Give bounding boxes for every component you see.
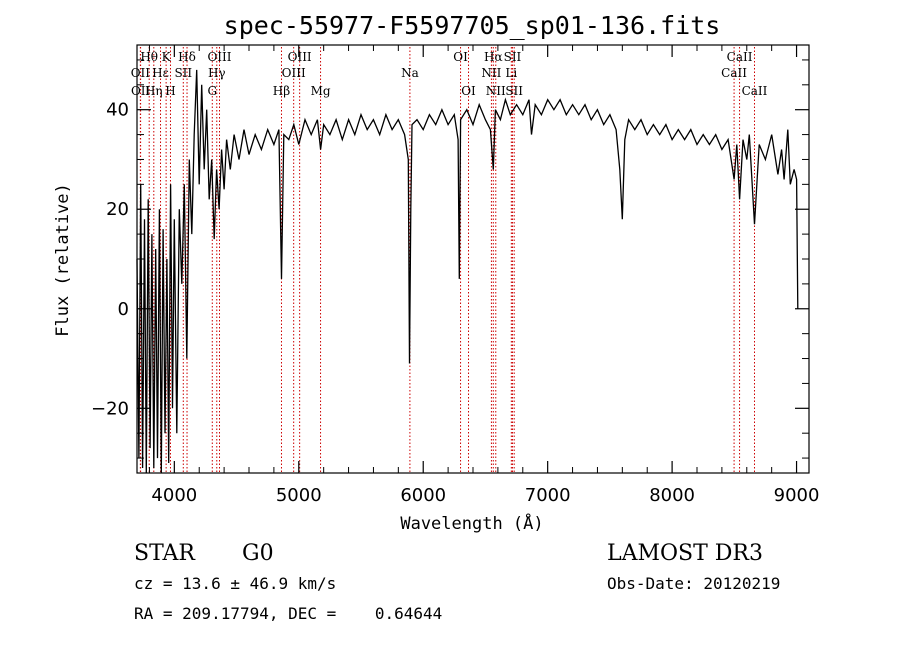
spectral-line-label: CaII	[721, 66, 747, 80]
y-tick-label: 40	[106, 100, 129, 121]
spectral-line-label: CaII	[727, 50, 753, 64]
spectral-line-label: Hθ	[140, 50, 158, 64]
spectral-line-label: G	[207, 84, 217, 98]
x-axis-label: Wavelength (Å)	[400, 512, 543, 534]
spectral-line-label: OI	[461, 84, 476, 98]
x-tick-label: 4000	[151, 485, 197, 506]
spectral-line-label: Hα	[484, 50, 503, 64]
object-class: STAR	[134, 541, 196, 566]
y-tick-label: 0	[118, 299, 129, 320]
spectral-line-label: OI	[453, 50, 468, 64]
y-axis-ticks: −20 0 20 40	[91, 59, 809, 459]
x-tick-label: 6000	[400, 485, 446, 506]
spectral-line-label: Hβ	[273, 84, 290, 98]
x-tick-label: 5000	[276, 485, 322, 506]
x-tick-label: 8000	[649, 485, 695, 506]
spectral-line-label: OIII	[207, 50, 231, 64]
spectral-line-label: CaII	[742, 84, 768, 98]
spectral-line-label: Hη	[145, 84, 163, 98]
spectral-line-label: OIII	[282, 66, 306, 80]
spectral-line-label: SII	[504, 50, 522, 64]
spectral-line-label: NII	[486, 84, 506, 98]
observation-date: Obs-Date: 20120219	[607, 574, 780, 593]
spectral-line-label: Hδ	[178, 50, 196, 64]
y-axis-label: Flux (relative)	[53, 183, 73, 337]
redshift-readout: cz = 13.6 ± 46.9 km/s	[134, 574, 336, 593]
coordinates-readout: RA = 209.17794, DEC = 0.64644	[134, 604, 442, 623]
x-axis-ticks: 4000 5000 6000 7000 8000 9000	[148, 45, 820, 506]
spectral-line-label: SII	[174, 66, 192, 80]
x-tick-label: 7000	[525, 485, 571, 506]
spectral-line-label: SII	[505, 84, 523, 98]
survey-name: LAMOST DR3	[607, 541, 763, 566]
spectral-line-label: Li	[505, 66, 517, 80]
spectral-line-label: Hγ	[208, 66, 226, 80]
spectral-line-label: Hε	[152, 66, 169, 80]
spectral-line-label: H	[165, 84, 175, 98]
spectral-line-markers	[139, 47, 755, 473]
x-tick-label: 9000	[774, 485, 820, 506]
y-tick-label: 20	[106, 199, 129, 220]
spectral-line-label: OII	[131, 66, 151, 80]
spectrum-series-line	[136, 69, 799, 474]
spectral-line-label: Na	[401, 66, 419, 80]
chart-title: spec-55977-F5597705_sp01-136.fits	[224, 11, 721, 40]
spectral-line-label: NII	[481, 66, 501, 80]
spectral-line-label: OIII	[288, 50, 312, 64]
spectral-line-label: K	[162, 50, 172, 64]
spectral-line-label: OII	[131, 84, 151, 98]
plot-frame	[136, 44, 810, 474]
spectral-line-label: Mg	[311, 84, 331, 98]
y-tick-label: −20	[91, 398, 129, 419]
object-subclass: G0	[242, 541, 274, 566]
